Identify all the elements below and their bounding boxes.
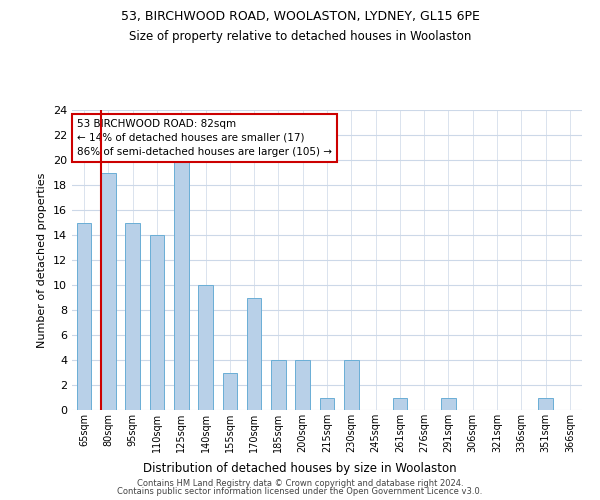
Bar (223, 372, 237, 410)
Bar (150, 235, 164, 410)
Bar (77, 222, 91, 410)
Bar (392, 398, 407, 410)
Bar (320, 398, 334, 410)
Bar (125, 222, 140, 410)
Bar (101, 172, 116, 410)
Bar (344, 360, 359, 410)
Text: 53, BIRCHWOOD ROAD, WOOLASTON, LYDNEY, GL15 6PE: 53, BIRCHWOOD ROAD, WOOLASTON, LYDNEY, G… (121, 10, 479, 23)
Y-axis label: Number of detached properties: Number of detached properties (37, 172, 47, 348)
Text: Size of property relative to detached houses in Woolaston: Size of property relative to detached ho… (129, 30, 471, 43)
Text: Contains public sector information licensed under the Open Government Licence v3: Contains public sector information licen… (118, 487, 482, 496)
Text: 53 BIRCHWOOD ROAD: 82sqm
← 14% of detached houses are smaller (17)
86% of semi-d: 53 BIRCHWOOD ROAD: 82sqm ← 14% of detach… (77, 119, 332, 157)
Bar (538, 398, 553, 410)
Bar (271, 360, 286, 410)
Text: Contains HM Land Registry data © Crown copyright and database right 2024.: Contains HM Land Registry data © Crown c… (137, 478, 463, 488)
Text: Distribution of detached houses by size in Woolaston: Distribution of detached houses by size … (143, 462, 457, 475)
Bar (174, 160, 188, 410)
Bar (441, 398, 456, 410)
Bar (295, 360, 310, 410)
Bar (198, 285, 213, 410)
Bar (247, 298, 262, 410)
